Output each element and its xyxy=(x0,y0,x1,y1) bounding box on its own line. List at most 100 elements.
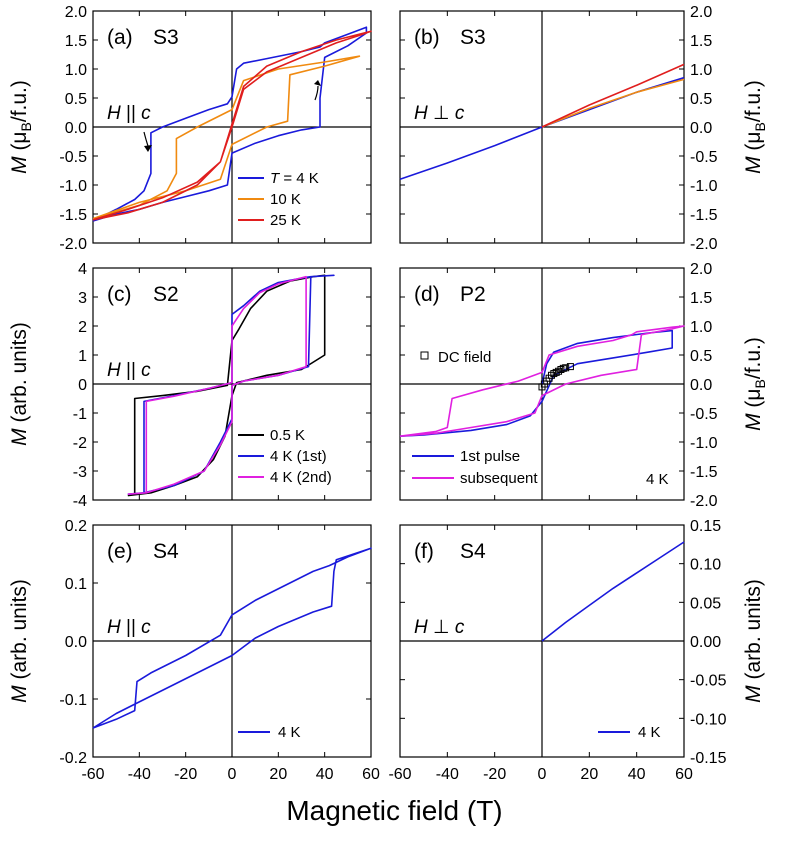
x-tick-label: 40 xyxy=(628,766,646,783)
series-line xyxy=(92,30,372,221)
x-tick-label: 40 xyxy=(316,766,334,783)
y-tick-label: -0.1 xyxy=(59,692,87,709)
orientation-label: H ⊥ c xyxy=(414,103,465,124)
y-tick-label: 0.5 xyxy=(65,91,87,108)
y-tick-label: 2.0 xyxy=(690,4,712,21)
sample-label: S3 xyxy=(460,26,486,49)
y-tick-label: 0.05 xyxy=(690,595,721,612)
x-tick-label: -40 xyxy=(436,766,459,783)
series-line xyxy=(399,325,685,437)
y-tick-label: 1.0 xyxy=(690,62,712,79)
series-line xyxy=(541,78,685,128)
y-axis-label: M (arb. units) xyxy=(8,322,31,446)
legend-label: 25 K xyxy=(270,212,301,229)
panel-e: -60 -40 -20 0 20 40 60 -0.2 -0.1 0.0 0.1 0.2 M (arb.… xyxy=(8,518,380,783)
y-axis-label: M (μB/f.u.) xyxy=(742,337,768,431)
y-tick-label: 2.0 xyxy=(690,261,712,278)
panel-label: (c) xyxy=(107,283,132,306)
y-tick-label: -1.0 xyxy=(690,435,718,452)
y-tick-label: 1.5 xyxy=(690,33,712,50)
y-tick-label: -3 xyxy=(73,464,87,481)
y-tick-label: -4 xyxy=(73,493,87,510)
y-tick-label: 2.0 xyxy=(65,4,87,21)
x-tick-label: 20 xyxy=(269,766,287,783)
x-tick-label: 20 xyxy=(580,766,598,783)
panel-label: (e) xyxy=(107,540,133,563)
panel-label: (b) xyxy=(414,26,440,49)
panel-label: (a) xyxy=(107,26,133,49)
series-line xyxy=(541,63,685,128)
sweep-arrowhead xyxy=(144,145,152,152)
legend-marker xyxy=(420,351,429,360)
y-tick-label: -0.15 xyxy=(690,750,727,767)
legend-label: 0.5 K xyxy=(270,427,305,444)
scatter-point xyxy=(562,364,570,372)
y-tick-label: -2 xyxy=(73,435,87,452)
x-axis-title: Magnetic field (T) xyxy=(286,795,503,826)
legend-label: 4 K (1st) xyxy=(270,448,327,465)
x-tick-label: 0 xyxy=(228,766,237,783)
series-line xyxy=(541,541,685,642)
legend-label: 4 K (2nd) xyxy=(270,469,332,486)
series-line xyxy=(92,26,368,222)
legend-label: 4 K xyxy=(638,724,661,741)
x-tick-label: -20 xyxy=(483,766,506,783)
y-tick-label: 3 xyxy=(78,290,87,307)
panel-label: (d) xyxy=(414,283,440,306)
sample-label: S2 xyxy=(153,283,179,306)
panel-f: -60 -40 -20 0 20 40 60-0.15 -0.10 -0.05 0.00 0.05 0… xyxy=(388,518,765,783)
y-tick-label: 0.0 xyxy=(65,634,87,651)
x-tick-label: 0 xyxy=(538,766,547,783)
y-tick-label: -0.5 xyxy=(690,406,718,423)
y-tick-label: -0.5 xyxy=(690,149,718,166)
y-tick-label: -2.0 xyxy=(690,236,718,253)
sample-label: S4 xyxy=(460,540,486,563)
panel-b: -2.0 -1.5 -1.0 -0.5 0.0 0.5 1.0 1.5 2.0 M (μB/f.u… xyxy=(399,4,768,253)
panel-d: -2.0 -1.5 -1.0 -0.5 0.0 0.5 1.0 1.5 2.0 M (μB/f.u… xyxy=(399,261,768,510)
scatter-point xyxy=(550,370,558,378)
y-tick-label: 1 xyxy=(78,348,87,365)
y-tick-label: -2.0 xyxy=(59,236,87,253)
y-tick-label: 0.5 xyxy=(690,348,712,365)
y-tick-label: -2.0 xyxy=(690,493,718,510)
panel-a: -2.0 -1.5 -1.0 -0.5 0.0 0.5 1.0 1.5 2.0 M (μB/f.u… xyxy=(8,4,372,253)
y-tick-label: -1.5 xyxy=(59,207,87,224)
legend-label: 4 K xyxy=(278,724,301,741)
y-tick-label: 0.1 xyxy=(65,576,87,593)
orientation-label: H || c xyxy=(107,360,151,381)
scatter-point xyxy=(566,363,574,371)
y-tick-label: 0.0 xyxy=(690,120,712,137)
y-axis-label: M (μB/f.u.) xyxy=(8,80,34,174)
y-tick-label: 0.2 xyxy=(65,518,87,535)
y-tick-label: -0.5 xyxy=(59,149,87,166)
sample-label: S3 xyxy=(153,26,179,49)
y-tick-label: -0.2 xyxy=(59,750,87,767)
scatter-point xyxy=(557,366,565,373)
legend-label: DC field xyxy=(438,349,491,366)
x-tick-label: 60 xyxy=(362,766,380,783)
orientation-label: H || c xyxy=(107,103,151,124)
series-line xyxy=(127,275,307,495)
y-axis-label: M (μB/f.u.) xyxy=(742,80,768,174)
panel-c: -4 -3 -2 -1 0 1 2 3 4 M (arb. units) (c) S2 H || c 0.… xyxy=(8,261,372,510)
y-tick-label: -1.0 xyxy=(59,178,87,195)
sample-label: S4 xyxy=(153,540,179,563)
y-tick-label: 0.0 xyxy=(65,120,87,137)
panel-label: (f) xyxy=(414,540,434,563)
y-tick-label: 0.15 xyxy=(690,518,721,535)
x-tick-label: -20 xyxy=(174,766,197,783)
y-tick-label: -0.10 xyxy=(690,711,727,728)
orientation-label: H || c xyxy=(107,617,151,638)
y-tick-label: 2 xyxy=(78,319,87,336)
x-tick-label: 60 xyxy=(675,766,693,783)
y-tick-label: 4 xyxy=(78,261,87,278)
y-tick-label: 0.5 xyxy=(690,91,712,108)
series-line xyxy=(92,55,361,220)
y-tick-label: 1.5 xyxy=(65,33,87,50)
y-tick-label: 1.0 xyxy=(65,62,87,79)
series-line xyxy=(92,547,372,729)
y-tick-label: -1.0 xyxy=(690,178,718,195)
sweep-arrowhead xyxy=(314,80,321,86)
y-axis-label: M (arb. units) xyxy=(742,579,765,703)
